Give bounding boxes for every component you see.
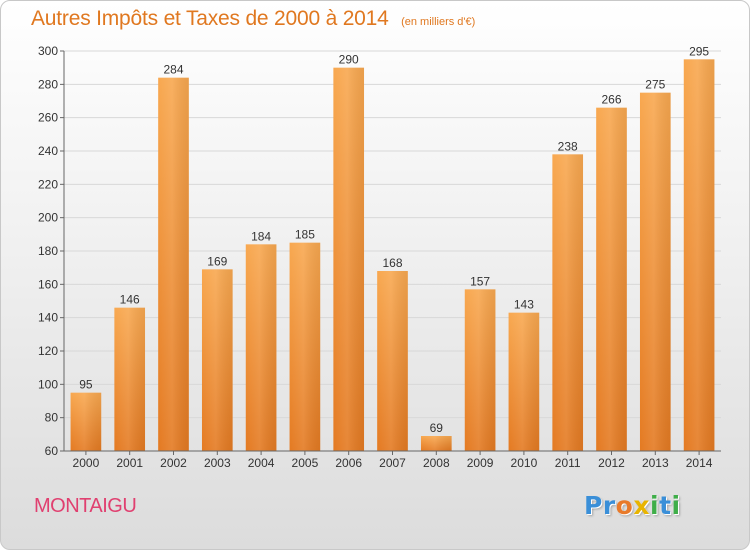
place-name: MONTAIGU: [34, 495, 137, 517]
x-tick-label: 2005: [292, 456, 319, 470]
x-tick-label: 2012: [598, 456, 625, 470]
data-label: 169: [207, 254, 227, 268]
y-tick-label: 160: [38, 277, 58, 291]
x-tick-label: 2001: [116, 456, 143, 470]
y-tick-label: 260: [38, 111, 58, 125]
x-tick-label: 2002: [160, 456, 187, 470]
x-tick-label: 2009: [467, 456, 494, 470]
chart-subtitle: (en milliers d'€): [401, 16, 476, 28]
logo-letter: x: [633, 491, 650, 520]
x-tick-label: 2004: [248, 456, 275, 470]
bar-shine: [289, 242, 321, 451]
data-label: 185: [295, 228, 315, 242]
data-label: 157: [470, 274, 490, 288]
bar-shine: [683, 59, 715, 451]
x-tick-label: 2007: [379, 456, 406, 470]
y-tick-label: 140: [38, 311, 58, 325]
logo-letter: i: [650, 491, 660, 520]
bar-shine: [639, 92, 671, 452]
y-tick-label: 300: [38, 44, 58, 58]
logo-letter: i: [671, 491, 681, 520]
y-tick-label: 80: [45, 411, 59, 425]
bar-shine: [333, 67, 365, 452]
y-tick-label: 220: [38, 177, 58, 191]
title-line: Autres Impôts et Taxes de 2000 à 2014 (e…: [31, 7, 475, 31]
data-label: 290: [339, 53, 359, 67]
x-tick-label: 2014: [686, 456, 713, 470]
logo-letter: o: [615, 491, 634, 520]
bar-shine: [464, 289, 496, 451]
labels: 60 80 100 120 140 160 180 200 220 240 260 280 300 200…: [38, 44, 713, 470]
y-tick-label: 280: [38, 77, 58, 91]
logo-letter: P: [584, 491, 603, 520]
data-label: 275: [645, 78, 665, 92]
data-label: 95: [79, 378, 93, 392]
y-tick-label: 120: [38, 344, 58, 358]
x-tick-label: 2011: [555, 456, 581, 470]
y-tick-label: 200: [38, 211, 58, 225]
data-label: 143: [514, 298, 534, 312]
y-tick-label: 60: [45, 444, 59, 458]
data-label: 266: [601, 93, 621, 107]
y-tick-label: 100: [38, 377, 58, 391]
logo-letter: r: [602, 491, 616, 520]
x-tick-label: 2003: [204, 456, 231, 470]
bar-shine: [158, 77, 189, 452]
logo-letter: t: [659, 491, 672, 520]
bar-shine: [508, 312, 540, 451]
bar-shine: [377, 271, 408, 451]
data-label: 184: [251, 229, 271, 243]
bars: [70, 59, 715, 452]
data-label: 238: [558, 139, 578, 153]
data-label: 146: [120, 293, 140, 307]
bar-shine: [552, 154, 584, 452]
data-label: 168: [382, 256, 402, 270]
x-tick-label: 2000: [73, 456, 100, 470]
proxiti-logo: Proxiti: [584, 491, 681, 520]
bar-shine: [70, 392, 102, 451]
y-tick-label: 180: [38, 244, 58, 258]
bar-shine: [114, 307, 146, 451]
bar-shine: [245, 244, 277, 451]
x-tick-label: 2008: [423, 456, 450, 470]
data-label: 69: [430, 421, 444, 435]
bar-shine: [596, 107, 627, 452]
data-label: 284: [163, 63, 183, 77]
data-label: 295: [689, 44, 709, 58]
chart-title: Autres Impôts et Taxes de 2000 à 2014: [31, 7, 389, 30]
y-tick-label: 240: [38, 144, 58, 158]
x-tick-label: 2013: [642, 456, 669, 470]
x-tick-label: 2006: [335, 456, 362, 470]
x-tick-label: 2010: [511, 456, 538, 470]
bar-shine: [201, 269, 233, 451]
bar-shine: [420, 436, 452, 451]
axes: [60, 50, 721, 455]
